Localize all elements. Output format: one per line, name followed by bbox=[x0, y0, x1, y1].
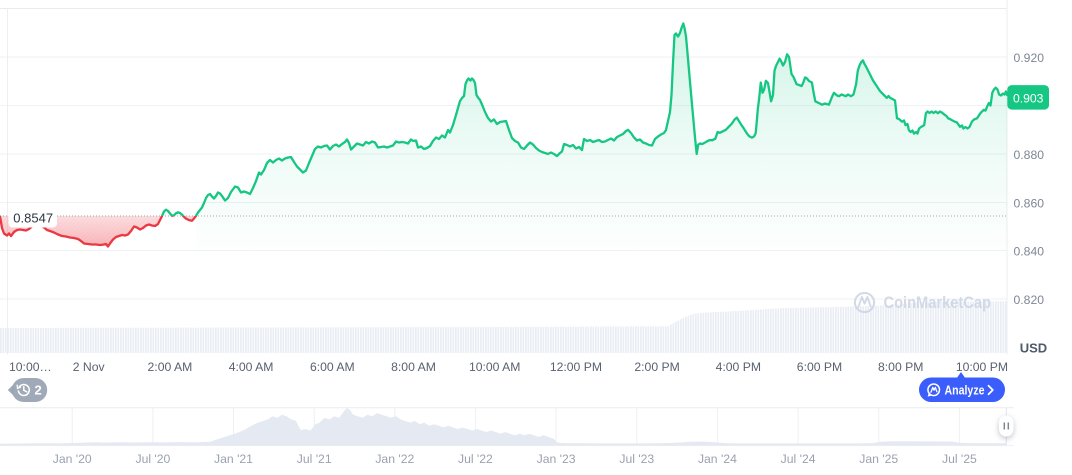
svg-text:12:00 PM: 12:00 PM bbox=[550, 360, 602, 374]
svg-text:Jul '24: Jul '24 bbox=[781, 452, 816, 466]
svg-text:0.860: 0.860 bbox=[1014, 197, 1045, 211]
svg-text:0.920: 0.920 bbox=[1014, 51, 1045, 65]
svg-text:8:00 PM: 8:00 PM bbox=[878, 360, 923, 374]
svg-text:Jan '22: Jan '22 bbox=[375, 452, 414, 466]
svg-text:10:00 AM: 10:00 AM bbox=[469, 360, 521, 374]
svg-text:Jul '21: Jul '21 bbox=[297, 452, 332, 466]
svg-text:10:00 PM: 10:00 PM bbox=[956, 360, 1008, 374]
svg-text:4:00 AM: 4:00 AM bbox=[229, 360, 274, 374]
svg-text:Analyze: Analyze bbox=[945, 382, 985, 397]
svg-text:2:00 PM: 2:00 PM bbox=[634, 360, 679, 374]
svg-text:6:00 AM: 6:00 AM bbox=[310, 360, 355, 374]
svg-text:6:00 PM: 6:00 PM bbox=[797, 360, 842, 374]
svg-text:Jul '25: Jul '25 bbox=[942, 452, 977, 466]
svg-text:8:00 AM: 8:00 AM bbox=[391, 360, 436, 374]
svg-text:2: 2 bbox=[35, 383, 42, 398]
svg-text:2:00 AM: 2:00 AM bbox=[148, 360, 193, 374]
svg-text:Jul '23: Jul '23 bbox=[619, 452, 654, 466]
svg-text:4:00 PM: 4:00 PM bbox=[716, 360, 761, 374]
svg-text:Jan '25: Jan '25 bbox=[859, 452, 898, 466]
svg-text:10:00…: 10:00… bbox=[9, 360, 52, 374]
svg-text:Jul '22: Jul '22 bbox=[458, 452, 493, 466]
svg-text:0.820: 0.820 bbox=[1014, 293, 1045, 307]
svg-text:USD: USD bbox=[1020, 341, 1047, 356]
svg-text:2 Nov: 2 Nov bbox=[73, 360, 106, 374]
svg-text:Jan '21: Jan '21 bbox=[214, 452, 253, 466]
svg-text:Jan '23: Jan '23 bbox=[537, 452, 576, 466]
svg-text:0.8547: 0.8547 bbox=[13, 211, 53, 226]
svg-text:Jul '20: Jul '20 bbox=[135, 452, 170, 466]
svg-text:0.903: 0.903 bbox=[1013, 91, 1044, 105]
svg-text:0.880: 0.880 bbox=[1014, 148, 1045, 162]
svg-text:Jan '24: Jan '24 bbox=[698, 452, 737, 466]
svg-text:Jan '20: Jan '20 bbox=[53, 452, 92, 466]
svg-text:0.840: 0.840 bbox=[1014, 245, 1045, 259]
